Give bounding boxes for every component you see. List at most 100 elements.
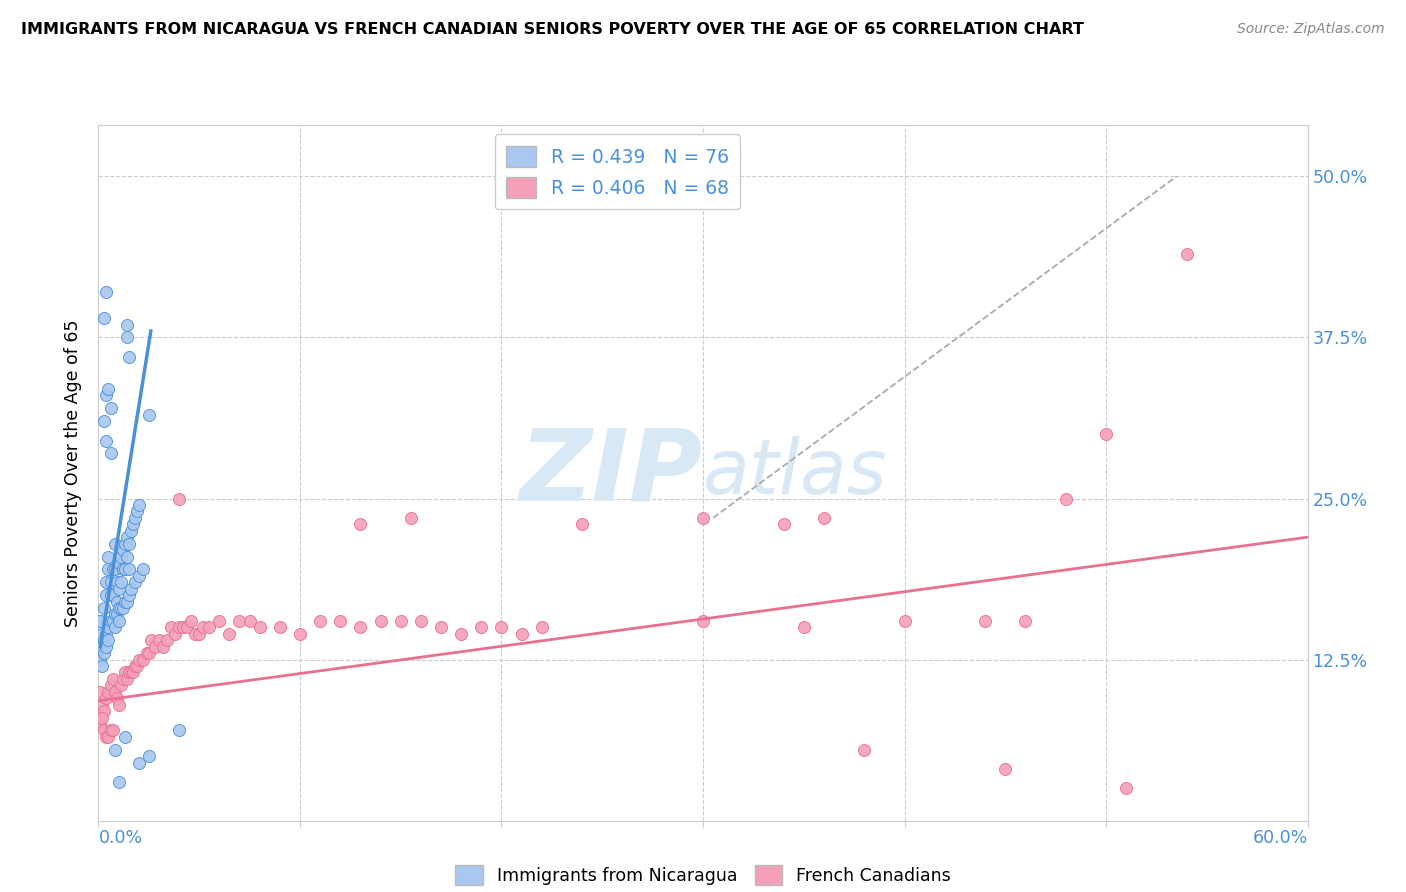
Point [143,640,166,654]
Point [110,601,132,615]
Point [124,575,146,590]
Point [107,556,129,570]
Point [93,601,115,615]
Point [510,627,533,641]
Point [571,517,593,532]
Point [138,646,160,660]
Point [148,633,170,648]
Point [138,408,160,422]
Point [89,652,111,666]
Point [89,614,111,628]
Point [103,685,125,699]
Point [118,536,141,550]
Point [470,620,492,634]
Point [180,614,202,628]
Point [399,511,422,525]
Point [994,762,1017,776]
Point [974,614,997,628]
Point [160,620,183,634]
Point [100,588,122,602]
Point [105,607,128,622]
Point [114,594,136,608]
Point [107,698,129,712]
Point [135,646,157,660]
Point [121,517,143,532]
Point [370,614,392,628]
Point [100,446,122,460]
Point [132,562,155,576]
Point [139,633,162,648]
Text: IMMIGRANTS FROM NICARAGUA VS FRENCH CANADIAN SENIORS POVERTY OVER THE AGE OF 65 : IMMIGRANTS FROM NICARAGUA VS FRENCH CANA… [21,22,1084,37]
Text: 60.0%: 60.0% [1253,829,1308,847]
Point [103,562,125,576]
Point [107,601,129,615]
Point [93,633,115,648]
Point [91,659,114,673]
Text: 0.0%: 0.0% [98,829,142,847]
Point [111,601,134,615]
Point [118,562,141,576]
Point [110,678,132,692]
Point [91,627,114,641]
Point [124,659,146,673]
Point [269,620,291,634]
Point [115,594,138,608]
Point [105,691,128,706]
Point [120,582,142,596]
Point [128,652,150,666]
Point [110,575,132,590]
Point [125,504,148,518]
Point [450,627,472,641]
Point [100,614,122,628]
Point [156,633,179,648]
Point [93,414,115,428]
Point [167,620,190,634]
Point [96,575,118,590]
Point [132,652,155,666]
Point [103,743,125,757]
Point [96,588,118,602]
Point [138,749,160,764]
Point [772,517,794,532]
Point [198,620,221,634]
Point [124,511,146,525]
Text: atlas: atlas [703,436,887,509]
Point [96,388,118,402]
Point [125,659,148,673]
Y-axis label: Seniors Poverty Over the Age of 65: Seniors Poverty Over the Age of 65 [65,319,83,626]
Point [107,614,129,628]
Point [100,575,122,590]
Point [118,665,141,680]
Point [120,524,142,538]
Point [93,723,115,738]
Point [111,562,134,576]
Point [1054,491,1077,506]
Point [97,562,120,576]
Point [101,562,124,576]
Point [1175,246,1198,260]
Point [1095,427,1118,442]
Point [97,730,120,744]
Point [430,620,453,634]
Point [97,620,120,634]
Point [128,569,150,583]
Point [692,511,714,525]
Point [793,620,815,634]
Point [118,350,141,364]
Point [103,607,125,622]
Point [389,614,412,628]
Point [114,665,136,680]
Point [105,594,128,608]
Point [288,627,311,641]
Point [114,536,136,550]
Point [188,627,211,641]
Point [115,672,138,686]
Point [114,562,136,576]
Point [120,665,142,680]
Point [101,723,124,738]
Legend: Immigrants from Nicaragua, French Canadians: Immigrants from Nicaragua, French Canadi… [449,858,957,892]
Point [107,582,129,596]
Point [349,517,371,532]
Point [96,627,118,641]
Point [107,775,129,789]
